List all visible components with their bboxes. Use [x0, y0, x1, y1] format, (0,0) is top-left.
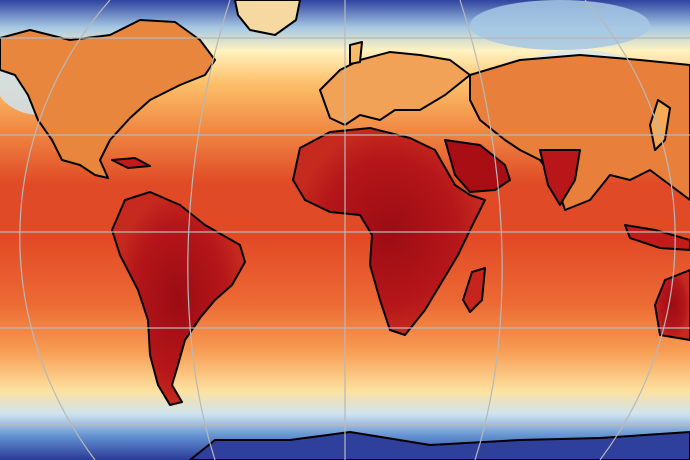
australia: [654, 269, 690, 341]
antarctica: [189, 431, 690, 460]
uk: [349, 41, 363, 65]
europe: [319, 51, 471, 126]
meridian-120w: [19, 0, 111, 460]
indonesia: [624, 224, 690, 251]
japan: [649, 99, 671, 151]
meridian-60w: [187, 0, 231, 460]
asia: [469, 54, 690, 211]
meridian-120e: [584, 0, 676, 460]
meridian-60e: [459, 0, 503, 460]
madagascar: [462, 267, 486, 313]
north-america: [0, 19, 216, 179]
cuba: [111, 157, 151, 169]
greenland: [234, 0, 301, 36]
siberia-cool-patch: [470, 0, 650, 50]
india: [539, 149, 581, 206]
arabia: [444, 139, 511, 193]
